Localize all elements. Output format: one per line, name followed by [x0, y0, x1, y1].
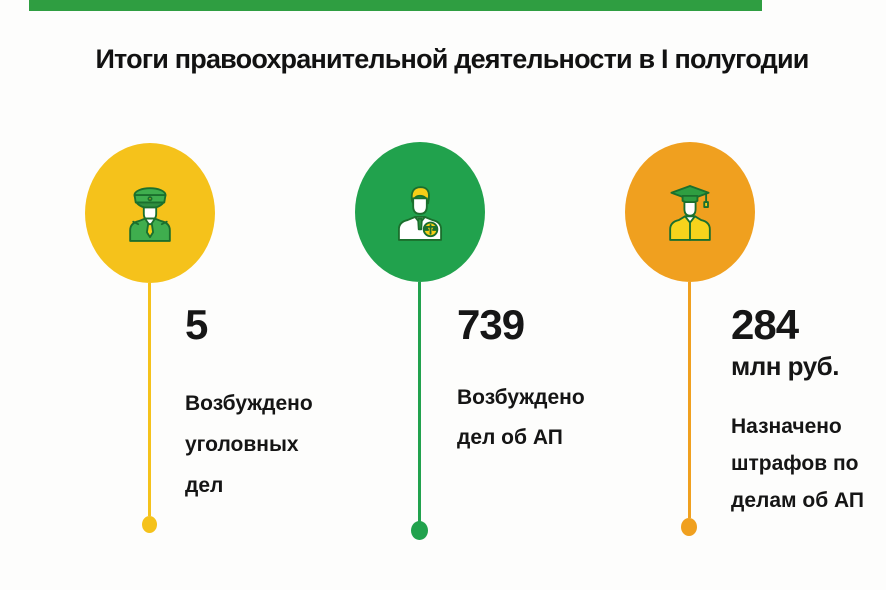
lawyer-icon — [389, 179, 451, 245]
stat-unit: млн руб. — [731, 351, 839, 381]
page-title: Итоги правоохранительной деятельности в … — [95, 44, 809, 74]
customs-officer-icon — [119, 180, 181, 246]
graduate-icon — [659, 179, 721, 245]
stat-label: Назначено штрафов по делам об АП — [731, 408, 864, 519]
stat-label-line: Возбуждено — [457, 386, 585, 409]
stat-circle — [85, 143, 215, 283]
top-accent-bar — [29, 0, 762, 11]
stat-label-line: дел — [185, 474, 224, 497]
stat-circle — [625, 142, 755, 282]
stem-dot — [681, 518, 697, 536]
stem-line — [148, 283, 151, 516]
stat-label-line: штрафов по — [731, 452, 859, 475]
stat-value: 739 — [457, 301, 525, 348]
stat-label: Возбуждено дел об АП — [457, 378, 585, 458]
stat-label: Возбуждено уголовных дел — [185, 383, 313, 506]
stat-label-line: уголовных — [185, 433, 299, 456]
stat-value: 284 — [731, 301, 799, 348]
stat-label-line: Назначено — [731, 415, 842, 438]
stat-value: 5 — [185, 301, 208, 348]
stat-label-line: Возбуждено — [185, 392, 313, 415]
stem-line — [688, 282, 691, 518]
stat-label-line: дел об АП — [457, 426, 563, 449]
stem-dot — [411, 521, 428, 540]
stat-circle — [355, 142, 485, 282]
stem-dot — [142, 516, 157, 533]
stem-line — [418, 282, 421, 522]
stat-label-line: делам об АП — [731, 489, 865, 512]
